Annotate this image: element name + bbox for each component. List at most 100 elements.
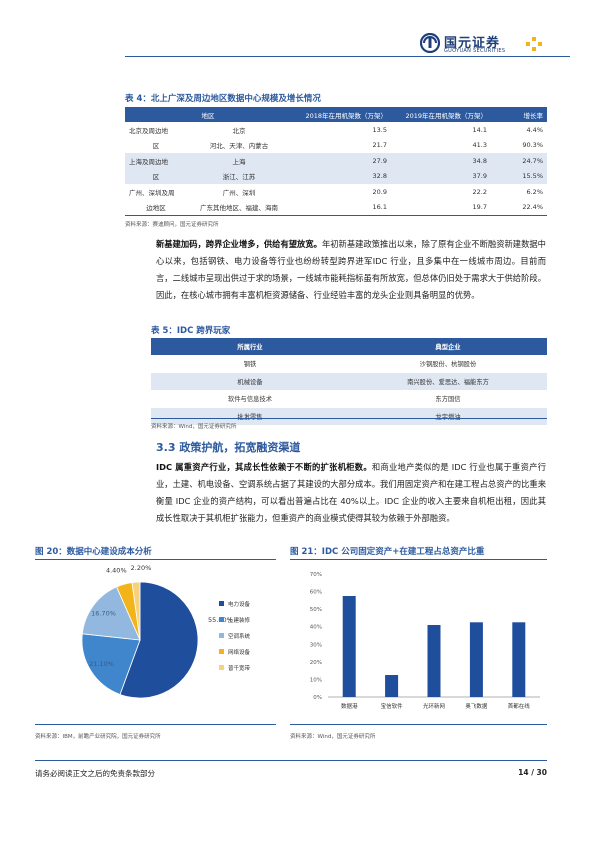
area-cell: 广州、深圳 bbox=[222, 188, 256, 197]
pie-slice-3 bbox=[81, 586, 141, 641]
x-tick-label: 宝信软件 bbox=[381, 702, 404, 710]
table-row: 广州、深圳及周 广州、深圳 20.9 22.2 6.2% bbox=[125, 184, 547, 200]
x-tick-label: 奥飞数据 bbox=[465, 702, 488, 710]
table5-header-row: 所属行业 典型企业 bbox=[151, 338, 547, 355]
logo-text-en: GUOYUAN SECURITIES bbox=[444, 48, 506, 54]
table4: 地区 2018年在用机架数（万架） 2019年在用机架数（万架） 增长率 北京及… bbox=[125, 107, 547, 215]
bar bbox=[342, 596, 356, 697]
table4-header-2018: 2018年在用机架数（万架） bbox=[291, 107, 391, 122]
value-2019-cell: 14.1 bbox=[472, 125, 487, 134]
pie-slice-5 bbox=[131, 581, 141, 641]
legend-swatch bbox=[219, 617, 224, 622]
figure21-title-rule bbox=[290, 559, 547, 560]
region-cell: 北京及周边地 bbox=[129, 126, 168, 135]
table4-title: 表 4：北上广深及周边地区数据中心规模及增长情况 bbox=[125, 94, 321, 104]
y-tick-label: 70% bbox=[310, 572, 322, 578]
bar bbox=[427, 625, 441, 697]
company-cell: 龙宇燃油 bbox=[349, 407, 547, 425]
growth-cell: 24.7% bbox=[491, 153, 547, 169]
section-heading: 3.3 政策护航，拓宽融资渠道 bbox=[156, 441, 301, 454]
figure20-pie-chart: 55.60%21.10%16.70%4.40%2.20%电力设备土建装修空调系统… bbox=[81, 564, 251, 699]
logo-emblem-icon bbox=[420, 33, 440, 53]
figure20-title-rule bbox=[35, 559, 276, 560]
legend-label: 电力设备 bbox=[228, 600, 251, 608]
value-2019-cell: 22.2 bbox=[472, 187, 487, 196]
y-tick-label: 20% bbox=[310, 660, 322, 666]
legend-swatch bbox=[219, 665, 224, 670]
table-row: 软件与信息技术 东方国信 bbox=[151, 390, 547, 408]
growth-cell: 90.3% bbox=[522, 141, 543, 150]
table5: 所属行业 典型企业 钢铁 沙钢股份、杭钢股份 机械设备 南兴股份、爱思达、福能东… bbox=[151, 338, 547, 425]
company-cell: 南兴股份、爱思达、福能东方 bbox=[349, 372, 547, 390]
pie-slice-1 bbox=[119, 581, 199, 699]
pie-data-label: 16.70% bbox=[91, 609, 116, 617]
table4-header-2019: 2019年在用机架数（万架） bbox=[391, 107, 491, 122]
paragraph-lead: 新基建加码，跨界企业增多，供给有望放宽。 bbox=[156, 239, 322, 249]
company-logo: 国元证券 GUOYUAN SECURITIES bbox=[420, 32, 570, 56]
pie-data-label: 4.40% bbox=[106, 567, 127, 575]
value-2018-cell: 13.5 bbox=[372, 125, 387, 134]
bar bbox=[385, 675, 399, 697]
table-row: 上海及周边地 上海 27.9 34.8 24.7% bbox=[125, 153, 547, 169]
figure21-source: 资料来源：Wind，国元证券研究所 bbox=[290, 734, 376, 740]
region-cell: 边地区 bbox=[146, 204, 166, 213]
figure20-bottom-rule bbox=[35, 724, 276, 725]
bar bbox=[469, 622, 483, 697]
y-tick-label: 40% bbox=[310, 625, 322, 631]
table-row: 区 浙江、江苏 32.8 37.9 15.5% bbox=[125, 168, 547, 184]
industry-cell: 机械设备 bbox=[151, 372, 349, 390]
y-tick-label: 0% bbox=[313, 695, 322, 701]
area-cell: 上海 bbox=[187, 153, 291, 169]
value-2019-cell: 19.7 bbox=[472, 203, 487, 212]
growth-cell: 22.4% bbox=[522, 203, 543, 212]
x-tick-label: 光环新网 bbox=[423, 702, 446, 710]
figure20-title: 图 20：数据中心建设成本分析 bbox=[35, 547, 152, 557]
pie-data-label: 21.10% bbox=[89, 660, 114, 668]
table4-header-row: 地区 2018年在用机架数（万架） 2019年在用机架数（万架） 增长率 bbox=[125, 107, 547, 122]
growth-cell: 15.5% bbox=[491, 168, 547, 184]
table-row: 机械设备 南兴股份、爱思达、福能东方 bbox=[151, 372, 547, 390]
value-2018-cell: 27.9 bbox=[291, 153, 391, 169]
region-cell: 区 bbox=[125, 168, 187, 184]
value-2018-cell: 20.9 bbox=[372, 187, 387, 196]
logo-text-cn: 国元证券 bbox=[444, 36, 501, 51]
table-row: 批发零售 龙宇燃油 bbox=[151, 407, 547, 425]
table4-header-region: 地区 bbox=[125, 107, 291, 122]
table-row: 区 河北、天津、内蒙古 21.7 41.3 90.3% bbox=[125, 138, 547, 154]
table4-source: 资料来源：赛迪顾问，国元证券研究所 bbox=[125, 222, 219, 228]
industry-cell: 钢铁 bbox=[243, 361, 257, 369]
growth-cell: 6.2% bbox=[526, 187, 543, 196]
area-cell: 浙江、江苏 bbox=[187, 168, 291, 184]
y-tick-label: 50% bbox=[310, 607, 322, 613]
industry-cell: 软件与信息技术 bbox=[227, 396, 273, 404]
value-2018-cell: 16.1 bbox=[372, 203, 387, 212]
company-cell: 沙钢股份、杭钢股份 bbox=[419, 361, 477, 369]
table5-bottom-rule bbox=[151, 418, 547, 419]
bar bbox=[512, 622, 526, 697]
y-tick-label: 30% bbox=[310, 642, 322, 648]
figure21-bar-chart: 0% 10% 20% 30% 40% 50% 60% 70% 数据港 宝信软件 光环新网 奥飞数据 首都… bbox=[310, 572, 540, 710]
region-cell: 广州、深圳及周 bbox=[129, 188, 175, 197]
footer-disclaimer: 请务必阅读正文之后的免责条款部分 bbox=[35, 769, 155, 778]
value-2018-cell: 32.8 bbox=[291, 168, 391, 184]
legend-label: 普千宽带 bbox=[228, 664, 251, 672]
figure21-title: 图 21：IDC 公司固定资产+在建工程占总资产比重 bbox=[290, 547, 485, 557]
y-tick-label: 10% bbox=[310, 677, 322, 683]
area-cell: 北京 bbox=[232, 126, 246, 135]
legend-swatch bbox=[219, 649, 224, 654]
paragraph-body: 年初新基建政策推出以来，除了原有企业不断融资新建数据中心以来，包括钢铁、电力设备… bbox=[156, 239, 546, 300]
y-tick-label: 60% bbox=[310, 590, 322, 596]
value-2019-cell: 37.9 bbox=[391, 168, 491, 184]
pie-data-label: 2.20% bbox=[131, 564, 152, 572]
company-cell: 东方国信 bbox=[435, 396, 461, 404]
page-number: 14 / 30 bbox=[518, 768, 547, 777]
paragraph-lead: IDC 属重资产行业，其成长性依赖于不断的扩张机柜数。 bbox=[156, 462, 372, 472]
header-rule bbox=[125, 56, 570, 57]
table4-bottom-rule bbox=[125, 215, 547, 216]
table5-header-company: 典型企业 bbox=[349, 338, 547, 355]
table-row: 钢铁 沙钢股份、杭钢股份 bbox=[151, 355, 547, 373]
legend-label: 网络设备 bbox=[228, 648, 251, 656]
table5-source: 资料来源：Wind，国元证券研究所 bbox=[151, 424, 237, 430]
legend-swatch bbox=[219, 601, 224, 606]
legend-label: 土建装修 bbox=[228, 616, 251, 624]
